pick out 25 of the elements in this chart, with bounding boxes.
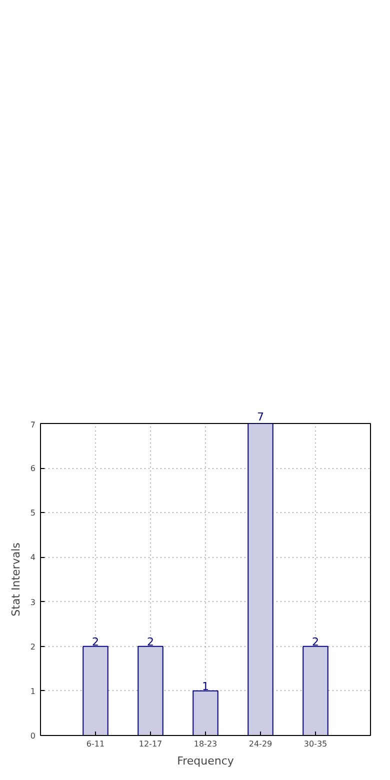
- bar: [192, 690, 218, 736]
- y-tick-label: 3: [30, 598, 36, 607]
- x-tick-label: 30-35: [304, 740, 328, 748]
- data-label: 7: [257, 410, 264, 424]
- y-axis-title: Stat Intervals: [9, 542, 22, 616]
- y-tick-label: 5: [30, 508, 36, 518]
- x-tick-label: 6-11: [86, 740, 105, 748]
- bar: [248, 424, 274, 736]
- data-label: 1: [202, 680, 209, 693]
- x-tick-label: 18-23: [194, 740, 218, 748]
- x-axis-title: Frequency: [177, 754, 234, 768]
- y-tick-label: 2: [30, 642, 36, 652]
- bar: [82, 646, 108, 736]
- x-tick-label: 24-29: [248, 740, 272, 748]
- data-label: 2: [312, 635, 319, 648]
- data-label: 2: [92, 635, 99, 648]
- y-tick-label: 1: [30, 686, 36, 696]
- y-tick-label: 4: [30, 553, 36, 562]
- y-tick-label: 7: [30, 420, 36, 430]
- y-tick-label: 0: [30, 732, 36, 740]
- x-tick-label: 12-17: [138, 740, 162, 748]
- bar: [138, 646, 164, 736]
- bar: [302, 646, 328, 736]
- y-tick-label: 6: [30, 464, 36, 474]
- data-label: 2: [147, 635, 154, 648]
